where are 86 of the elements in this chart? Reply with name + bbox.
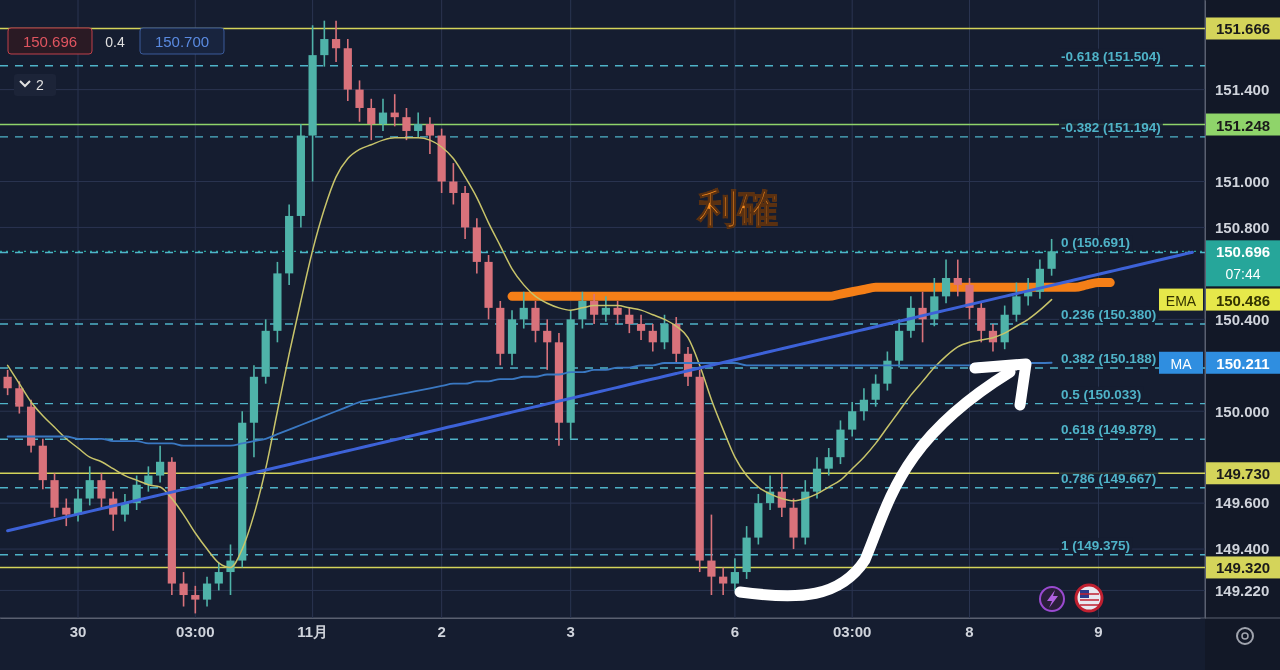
ref-line-label: 149.730 [1215,465,1271,483]
candlestick [414,111,423,139]
candlestick [543,318,552,371]
y-tick-label: 150.400 [1215,310,1270,328]
text: 07:44 [1225,266,1261,283]
annotation: 2 [36,77,45,93]
candlestick [425,116,435,155]
candlestick [636,313,646,341]
ref-line-label: 0.382 (150.188) [1061,351,1157,367]
annotation: 150.700 [154,33,210,50]
x-tick-label: 2 [437,622,446,640]
text: 150.211 [1216,354,1270,372]
x-tick-label: 03:00 [176,622,215,640]
annotation: 利確 [696,186,778,230]
text: MA [1170,355,1193,372]
y-tick-label: 150.800 [1215,218,1270,236]
candlestick [953,258,962,298]
candlestick [531,300,540,344]
y-tick-label: 151.400 [1215,80,1270,98]
ref-line-label: -0.382 (151.194) [1061,119,1161,135]
candlestick [859,387,869,422]
candlestick [179,571,188,608]
candlestick [812,456,822,500]
ref-line-label: -0.618 (151.504) [1061,48,1161,64]
ref-line-label: 149.320 [1215,559,1271,577]
candlestick [941,258,951,305]
candlestick [871,373,880,408]
x-tick-label: 30 [69,622,87,640]
candlestick [848,401,857,438]
ref-line-label: 0.786 (149.667) [1061,470,1157,486]
line-series [6,250,1194,533]
ref-line-label: 151.248 [1215,116,1271,134]
ref-line-label: 150.696 [1215,243,1271,261]
x-tick-label: 8 [965,622,974,640]
candlestick [648,323,657,353]
candlestick [202,575,212,608]
candlestick [378,97,388,132]
candlestick [824,447,833,477]
candlestick [519,290,528,330]
candlestick [367,97,376,141]
candlestick [62,497,71,527]
candlestick [320,19,329,68]
candlestick [3,369,12,396]
candlestick [965,277,974,321]
candlestick [449,162,458,206]
text: EMA [1165,292,1197,309]
y-tick-label: 151.000 [1215,172,1270,190]
annotation: 0.4 [105,34,125,50]
candlestick [85,465,94,507]
x-tick-label: 6 [730,622,740,640]
text: 150.486 [1215,291,1271,309]
ref-line-label: 151.666 [1215,20,1271,38]
candlestick [156,444,165,484]
candlestick [660,313,669,350]
candlestick [730,557,739,592]
x-tick-label: 9 [1094,622,1103,640]
candlestick [977,300,986,344]
candlestick [331,19,341,63]
candlestick [191,585,200,615]
x-tick-label: 3 [566,622,575,640]
ref-line-label: 0.5 (150.033) [1061,386,1142,402]
candlestick [97,472,106,509]
ref-line-label: 0.236 (150.380) [1061,306,1157,322]
candlestick [402,107,411,141]
candlestick [601,295,610,323]
ref-line-label: 0 (150.691) [1061,235,1131,251]
y-tick-label: 149.220 [1215,581,1270,599]
candlestick [1012,281,1021,323]
candlestick [590,293,599,325]
ref-line-label: 1 (149.375) [1061,537,1131,553]
candlestick [707,513,716,596]
ref-line-label: 0.618 (149.878) [1061,422,1157,438]
candlestick [355,79,364,123]
candlestick [625,307,634,334]
x-tick-label: 03:00 [833,622,872,640]
candlestick [1047,238,1056,277]
y-tick-label: 150.000 [1215,402,1270,420]
y-tick-label: 149.400 [1215,540,1270,558]
candlestick [15,380,24,415]
x-tick-label: 11月 [297,622,329,640]
annotation: 150.696 [22,33,78,50]
candlestick [613,300,622,325]
candlestick [719,566,728,596]
y-tick-label: 149.600 [1215,494,1270,512]
candlestick [214,562,223,592]
candlestick [578,290,587,330]
